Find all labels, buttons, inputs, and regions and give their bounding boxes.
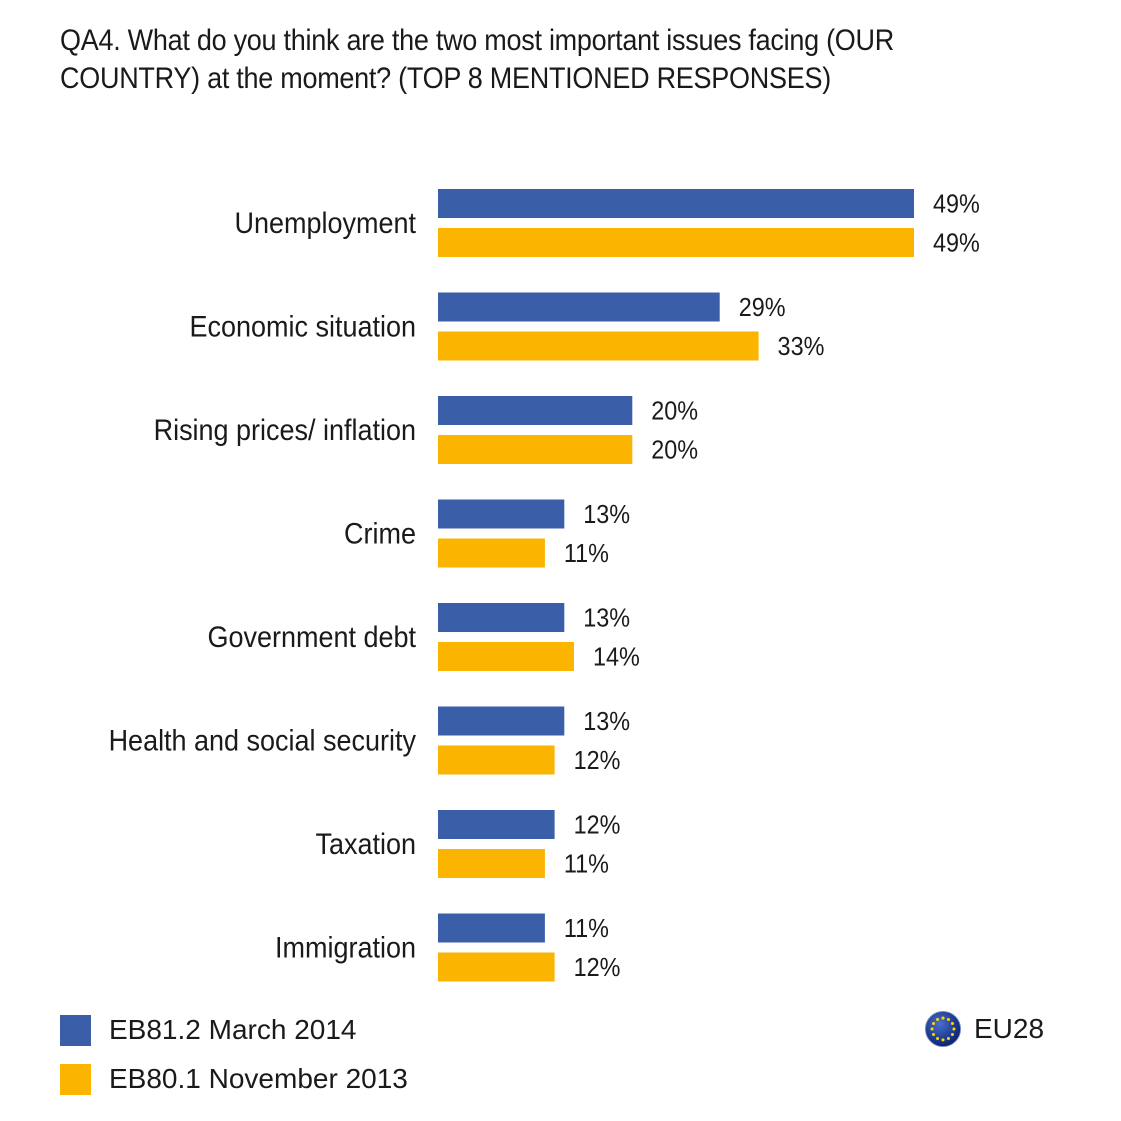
legend-swatch-series-1 [60,1014,91,1046]
legend-item-series-2: EB80.1 November 2013 [60,1063,408,1095]
bar-series-1 [438,706,565,736]
bar-series-2 [438,849,545,878]
legend-item-series-1: EB81.2 March 2014 [60,1014,357,1046]
bar-series-2 [438,745,555,775]
eu-star [930,1027,934,1031]
category-label: Immigration [275,931,416,965]
region-label: EU28 [974,1013,1045,1044]
value-label-series-1: 29% [739,294,786,322]
value-label-series-1: 13% [583,604,630,632]
value-label-series-2: 49% [933,229,980,257]
eu-star [932,1032,936,1036]
value-label-series-2: 11% [564,850,609,878]
value-label-series-1: 20% [651,397,698,425]
category-label: Rising prices/ inflation [154,414,416,448]
eu-star [936,1036,940,1040]
value-label-series-2: 12% [574,747,621,775]
category-label: Taxation [316,828,416,862]
bar-series-2 [438,642,574,671]
bar-series-1 [438,396,633,425]
category-label: Crime [344,517,416,551]
eu-star [936,1018,940,1022]
bar-series-1 [438,603,565,632]
region-badge: EU28 [924,1010,1044,1048]
value-label-series-2: 20% [651,436,698,464]
eu-star [952,1027,956,1031]
chart-title: QA4. What do you think are the two most … [60,24,895,95]
bar-series-2 [438,435,633,464]
legend-label-series-1: EB81.2 March 2014 [109,1014,357,1045]
bar-series-1 [438,499,565,529]
value-label-series-1: 49% [933,190,980,218]
value-label-series-2: 12% [574,954,621,982]
bar-series-1 [438,292,720,322]
category-label: Unemployment [235,207,416,241]
bar-series-2 [438,228,914,257]
eu-star [950,1032,954,1036]
bar-series-1 [438,810,555,839]
value-label-series-2: 14% [593,643,640,671]
eu-star [941,1016,945,1020]
category-label: Economic situation [190,310,416,344]
eu-star [950,1022,954,1026]
bar-series-2 [438,952,555,982]
legend-label-series-2: EB80.1 November 2013 [109,1063,408,1094]
bar-series-2 [438,538,545,568]
eu-star [941,1038,945,1042]
value-label-series-2: 11% [564,540,609,568]
eu-star [946,1018,950,1022]
category-label: Government debt [208,621,417,655]
value-label-series-1: 11% [564,915,609,943]
value-label-series-1: 12% [574,811,621,839]
value-label-series-2: 33% [778,333,825,361]
legend-swatch-series-2 [60,1063,91,1095]
eu-flag-icon [924,1010,962,1048]
bar-series-1 [438,189,914,218]
category-label: Health and social security [109,724,417,758]
bar-series-1 [438,913,545,943]
bar-series-2 [438,331,759,361]
value-label-series-1: 13% [583,708,630,736]
bar-chart: Unemployment 49% 49% Economic situation 29% 3… [109,189,980,982]
eu-star [932,1022,936,1026]
eu-star [946,1036,950,1040]
value-label-series-1: 13% [583,501,630,529]
